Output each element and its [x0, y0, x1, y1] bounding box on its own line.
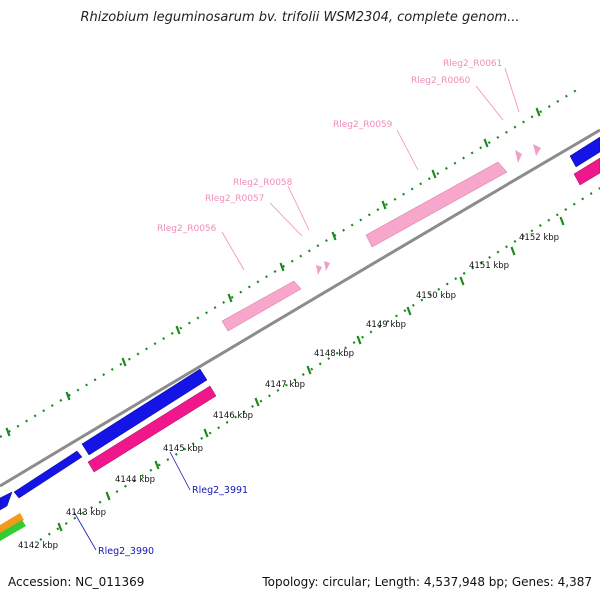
- pink-gene-features: [87, 157, 600, 473]
- cds-feature: [569, 136, 600, 168]
- major-tick-mark: [57, 522, 63, 532]
- green-gene-feature: [0, 520, 26, 541]
- rna-labels: Rleg2_R0056 Rleg2_R0057 Rleg2_R0058 Rleg2_R…: [157, 59, 502, 234]
- rna-label: Rleg2_R0061: [443, 59, 502, 69]
- rrna-feature: [365, 161, 508, 248]
- trna-feature: [316, 265, 322, 275]
- tick-label: 4152 kbp: [519, 233, 559, 243]
- tick-label: 4151 kbp: [469, 261, 509, 271]
- tick-label: 4148 kbp: [314, 349, 354, 359]
- major-tick-mark: [65, 391, 71, 401]
- major-tick-mark: [105, 491, 111, 501]
- major-tick-mark: [227, 293, 233, 303]
- tick-label: 4145 kbp: [163, 444, 203, 454]
- major-tick-mark: [431, 169, 437, 179]
- major-tick-mark: [306, 365, 312, 375]
- gene-label[interactable]: Rleg2_3991: [192, 485, 248, 496]
- tick-label: 4149 kbp: [366, 320, 406, 330]
- major-tick-mark: [381, 200, 387, 210]
- tick-label: 4147 kbp: [265, 380, 305, 390]
- gene-leader-lines: [73, 451, 191, 551]
- major-tick-mark: [483, 138, 489, 148]
- orange-gene-feature: [0, 513, 24, 534]
- tick-label: 4143 kbp: [66, 508, 106, 518]
- major-tick-mark: [121, 357, 127, 367]
- gene-labels: Rleg2_3991 Rleg2_3990: [98, 485, 248, 557]
- major-tick-mark: [254, 397, 260, 407]
- rna-label: Rleg2_R0058: [233, 178, 293, 188]
- major-tick-mark: [154, 460, 160, 470]
- major-tick-mark: [5, 427, 11, 437]
- topology-summary-text: Topology: circular; Length: 4,537,948 bp…: [262, 575, 592, 589]
- rrna-feature: [221, 280, 302, 332]
- rna-label: Rleg2_R0059: [333, 120, 393, 130]
- tick-label: 4144 kbp: [115, 475, 155, 485]
- rna-label: Rleg2_R0057: [205, 194, 264, 204]
- tick-labels: 4142 kbp 4143 kbp 4144 kbp 4145 kbp 4146 kbp…: [18, 233, 559, 551]
- tick-label: 4150 kbp: [416, 291, 456, 301]
- cds-feature: [81, 368, 208, 456]
- pink-gene-feature: [87, 385, 217, 473]
- cds-feature: [13, 450, 83, 499]
- major-tick-mark: [535, 107, 541, 117]
- major-tick-mark: [459, 276, 465, 286]
- trna-feature: [324, 261, 330, 271]
- tick-label: 4146 kbp: [213, 411, 253, 421]
- major-tick-mark: [279, 262, 285, 272]
- major-tick-mark: [356, 335, 362, 345]
- rna-leader-lines: [221, 67, 520, 271]
- outer-track-major-ticks: [5, 107, 541, 437]
- major-tick-mark: [406, 306, 412, 316]
- map-title: Rhizobium leguminosarum bv. trifolii WSM…: [80, 10, 520, 25]
- rna-label: Rleg2_R0060: [411, 76, 471, 86]
- trna-feature: [533, 144, 541, 156]
- cds-features-forward: [0, 136, 600, 511]
- cds-feature: [0, 491, 13, 511]
- major-tick-mark: [559, 216, 565, 226]
- major-tick-mark: [331, 231, 337, 241]
- tick-label: 4142 kbp: [18, 541, 58, 551]
- gene-label[interactable]: Rleg2_3990: [98, 546, 154, 557]
- rna-label: Rleg2_R0056: [157, 224, 217, 234]
- inner-track-major-ticks: [57, 216, 565, 532]
- major-tick-mark: [203, 428, 209, 438]
- major-tick-mark: [175, 325, 181, 335]
- genome-backbone: [0, 128, 600, 488]
- rrna-features: [221, 161, 508, 332]
- trna-features: [316, 144, 541, 275]
- accession-text: Accession: NC_011369: [8, 575, 145, 589]
- inner-dotted-track: [39, 187, 600, 541]
- trna-feature: [515, 150, 522, 163]
- major-tick-mark: [510, 246, 516, 256]
- pink-gene-feature: [573, 157, 600, 186]
